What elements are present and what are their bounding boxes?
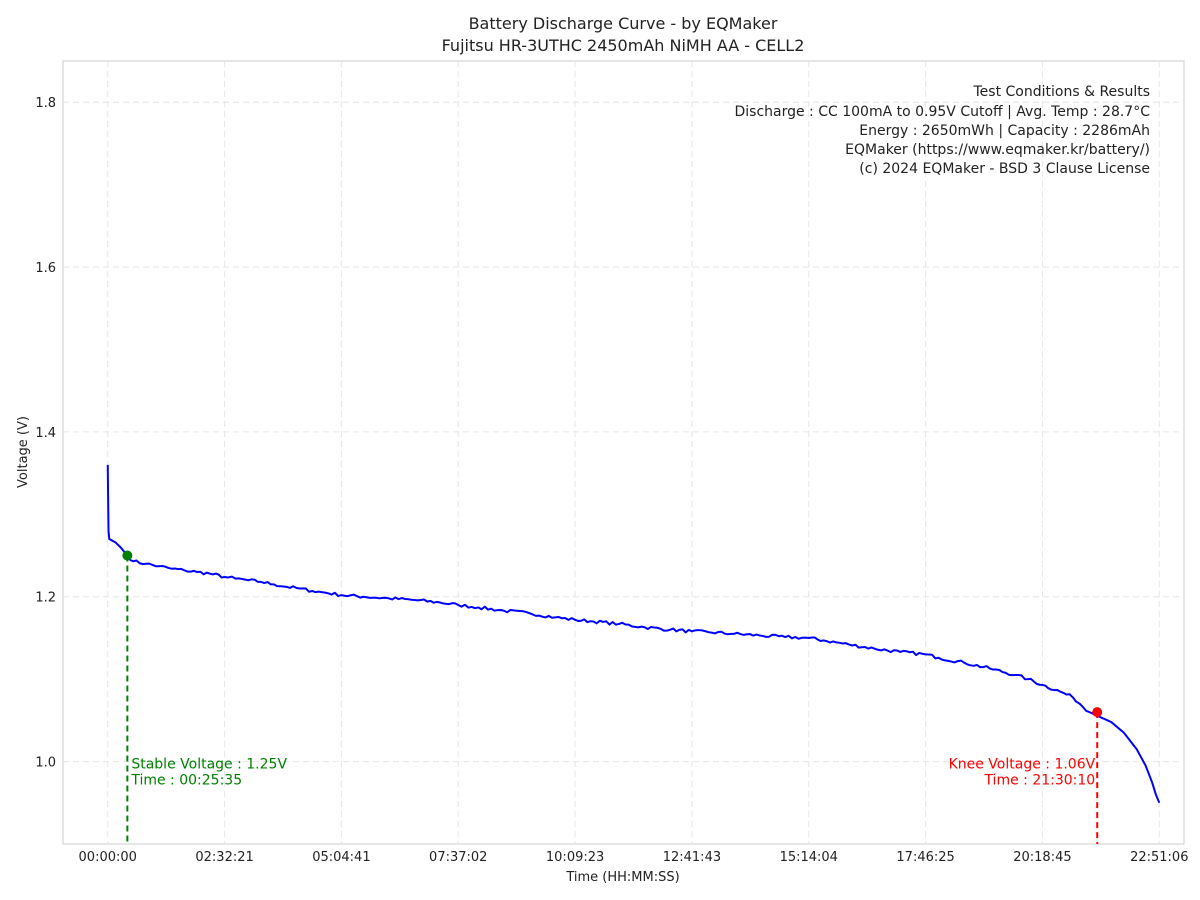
grid <box>63 61 1184 844</box>
chart-title-line1: Battery Discharge Curve - by EQMaker <box>469 14 778 33</box>
info-line-website: EQMaker (https://www.eqmaker.kr/battery/… <box>845 142 1150 158</box>
y-tick-label: 1.2 <box>35 591 56 606</box>
knee-voltage-label: Knee Voltage : 1.06V <box>949 757 1096 773</box>
annotations: Stable Voltage : 1.25V Time : 00:25:35 K… <box>126 555 1099 844</box>
x-tick-label: 20:18:45 <box>1013 850 1071 865</box>
x-tick-label: 15:14:04 <box>780 850 838 865</box>
x-tick-label: 22:51:06 <box>1130 850 1188 865</box>
stable-time-label: Time : 00:25:35 <box>130 773 242 789</box>
x-tick-label: 17:46:25 <box>896 850 954 865</box>
x-tick-label: 12:41:43 <box>663 850 721 865</box>
chart-title-line2: Fujitsu HR-3UTHC 2450mAh NiMH AA - CELL2 <box>442 36 805 55</box>
stable-voltage-point <box>122 550 133 561</box>
y-tick-label: 1.0 <box>35 756 56 771</box>
x-tick-label: 00:00:00 <box>79 850 137 865</box>
knee-time-label: Time : 21:30:10 <box>983 773 1095 789</box>
x-tick-label: 10:09:23 <box>546 850 604 865</box>
y-tick-label: 1.6 <box>35 261 56 276</box>
x-axis-ticks: 00:00:00 02:32:21 05:04:41 07:37:02 10:09:23… <box>79 850 1189 865</box>
voltage-series-line <box>106 464 1161 804</box>
x-tick-label: 05:04:41 <box>312 850 370 865</box>
x-tick-label: 07:37:02 <box>429 850 487 865</box>
info-line-energy: Energy : 2650mWh | Capacity : 2286mAh <box>859 123 1150 139</box>
y-axis-ticks: 1.0 1.2 1.4 1.6 1.8 <box>35 96 56 770</box>
stable-voltage-label: Stable Voltage : 1.25V <box>131 757 287 773</box>
info-line-title: Test Conditions & Results <box>973 84 1151 100</box>
info-box: Test Conditions & Results Discharge : CC… <box>734 84 1150 177</box>
y-tick-label: 1.4 <box>35 426 56 441</box>
x-axis-label: Time (HH:MM:SS) <box>565 870 679 885</box>
info-line-license: (c) 2024 EQMaker - BSD 3 Clause License <box>859 161 1150 177</box>
y-axis-label: Voltage (V) <box>16 416 31 488</box>
info-line-discharge: Discharge : CC 100mA to 0.95V Cutoff | A… <box>734 104 1150 120</box>
knee-voltage-point <box>1092 707 1103 718</box>
plot-area <box>62 60 1185 845</box>
y-tick-label: 1.8 <box>35 96 56 111</box>
x-tick-label: 02:32:21 <box>195 850 253 865</box>
